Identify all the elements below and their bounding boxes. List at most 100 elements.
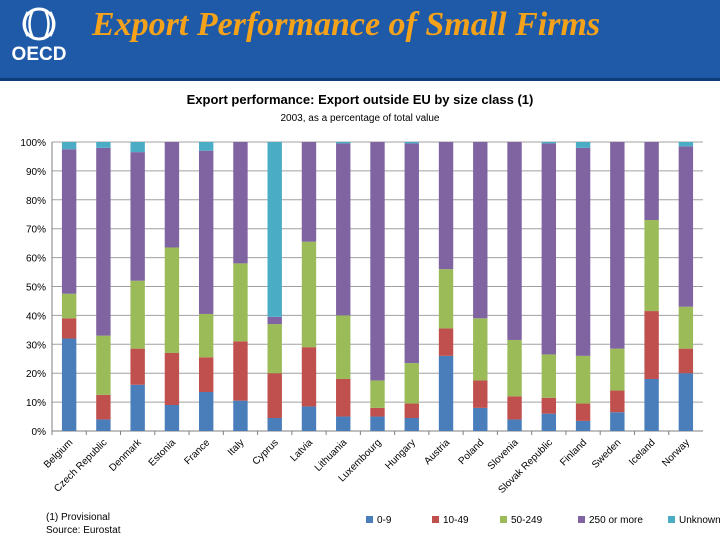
bar-segment [610, 412, 625, 431]
bar-segment [644, 220, 659, 312]
bar-segment [575, 142, 591, 148]
bar-segment [541, 354, 557, 398]
bar-segment [301, 142, 317, 242]
bar-segment [336, 143, 351, 316]
banner-divider [0, 78, 720, 81]
bar-segment [96, 394, 111, 420]
chart-subtitle: 2003, as a percentage of total value [280, 113, 439, 124]
bar-segment [130, 280, 145, 349]
legend-label: 250 or more [589, 515, 643, 526]
bar-segment [678, 348, 694, 374]
bar-segment [267, 316, 282, 325]
bar-segment [61, 293, 77, 319]
bar-segment [541, 397, 557, 414]
bar-segment [473, 318, 488, 381]
y-tick-label: 30% [26, 340, 46, 351]
y-tick-label: 70% [26, 225, 46, 236]
bar-segment [575, 420, 591, 431]
bar-segment [96, 419, 111, 431]
bar-segment [301, 347, 317, 407]
bar-segment [233, 263, 248, 342]
bar-segment [267, 417, 282, 431]
bar-segment [610, 142, 625, 349]
bar-segment [678, 146, 694, 307]
legend-swatch [668, 516, 675, 523]
oecd-logo-icon [22, 7, 56, 41]
bar-segment [130, 384, 145, 431]
x-category-label: Hungary [383, 437, 418, 472]
stacked-bar-chart: Export performance: Export outside EU by… [20, 92, 720, 526]
title-banner [0, 0, 720, 78]
bar-segment [336, 378, 351, 417]
bar-segment [130, 142, 145, 153]
bar-segment [130, 152, 145, 281]
bar-segment [438, 355, 454, 431]
bar-segment [507, 142, 522, 340]
x-category-label: Slovenia [486, 437, 521, 472]
y-tick-label: 60% [26, 254, 46, 265]
bar-segment [541, 413, 557, 431]
bar-segment [541, 142, 557, 144]
bar-segment [575, 403, 591, 421]
x-category-label: Iceland [627, 437, 658, 468]
bar-segment [438, 328, 454, 356]
bar-segment [507, 396, 522, 420]
bar-segment [370, 416, 385, 431]
bar-segment [678, 142, 694, 147]
bar-segment [404, 417, 419, 431]
y-tick-label: 50% [26, 283, 46, 294]
bar-segment [575, 355, 591, 404]
oecd-logo-text: OECD [11, 44, 67, 65]
bar-segment [198, 357, 214, 392]
bar-segment [198, 391, 214, 431]
bar-segment [336, 142, 351, 144]
bar-segment [267, 142, 282, 317]
legend-swatch [500, 516, 507, 523]
y-tick-label: 10% [26, 398, 46, 409]
bar-segment [507, 339, 522, 397]
bar-segment [507, 419, 522, 431]
slide-title: Export Performance of Small Firms [92, 6, 601, 43]
bar-segment [678, 373, 694, 431]
legend-swatch [432, 516, 439, 523]
x-category-label: Finland [558, 437, 589, 468]
bar-segment [370, 407, 385, 417]
footnote-source: Source: Eurostat [46, 525, 121, 536]
bar-segment [164, 352, 180, 405]
y-tick-label: 90% [26, 167, 46, 178]
bar-segment [61, 318, 77, 339]
x-category-label: Poland [457, 437, 487, 467]
bar-segment [233, 142, 248, 264]
x-category-label: Italy [226, 437, 247, 458]
x-category-label: Cyprus [251, 437, 281, 467]
x-category-label: Norway [660, 437, 692, 469]
bar-segment [130, 348, 145, 385]
bar-segment [336, 315, 351, 379]
bar-segment [644, 378, 659, 431]
bar-segment [198, 313, 214, 358]
bar-segment [301, 241, 317, 348]
bar-segment [301, 406, 317, 431]
bar-segment [370, 380, 385, 408]
bar-segment [96, 335, 111, 395]
bar-segment [198, 150, 214, 314]
bar-segment [610, 348, 625, 391]
bar-segment [678, 306, 694, 349]
legend-label: 50-249 [511, 515, 543, 526]
x-category-label: France [183, 437, 213, 467]
y-tick-label: 20% [26, 369, 46, 380]
x-category-label: Belgium [42, 437, 75, 470]
y-tick-label: 80% [26, 196, 46, 207]
bar-segment [575, 147, 591, 356]
bar-segment [267, 324, 282, 374]
legend-label: Unknown [679, 515, 720, 526]
bar-segment [198, 142, 214, 151]
bar-segment [267, 373, 282, 418]
bar-segment [164, 404, 180, 431]
bar-segment [404, 143, 419, 364]
x-category-label: Latvia [288, 437, 315, 464]
bar-segment [96, 147, 111, 336]
bar-segment [473, 142, 488, 319]
bar-segment [404, 363, 419, 404]
bar-segment [473, 407, 488, 431]
